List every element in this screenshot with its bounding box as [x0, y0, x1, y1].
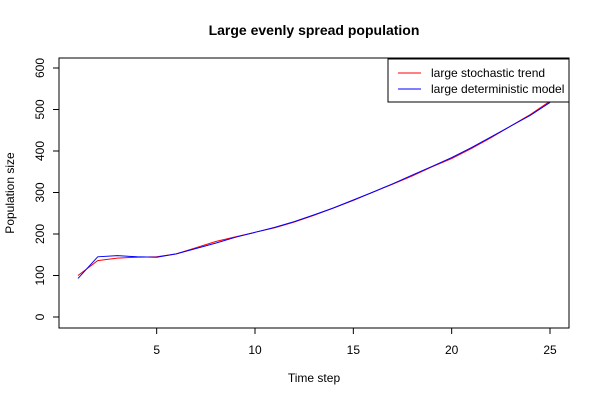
x-axis: 5 10 15 20 25 — [153, 328, 557, 357]
x-axis-title: Time step — [288, 371, 341, 385]
y-axis: 0 100 200 300 400 500 600 — [33, 58, 59, 320]
y-tick-label: 400 — [33, 141, 47, 161]
y-tick-label: 200 — [33, 224, 47, 244]
y-tick-label: 500 — [33, 99, 47, 119]
y-tick-label: 600 — [33, 58, 47, 78]
x-tick-label: 10 — [248, 343, 262, 357]
series-line-stochastic — [77, 100, 551, 276]
x-tick-label: 25 — [543, 343, 557, 357]
y-tick-label: 100 — [33, 265, 47, 285]
legend-label-stochastic: large stochastic trend — [431, 66, 545, 80]
y-axis-title: Population size — [3, 152, 17, 234]
legend-label-deterministic: large deterministic model — [431, 82, 564, 96]
legend: large stochastic trend large determinist… — [387, 58, 570, 103]
series-lines — [77, 100, 551, 279]
x-tick-label: 15 — [347, 343, 361, 357]
legend-box — [387, 58, 570, 103]
y-tick-label: 0 — [33, 313, 47, 320]
x-tick-label: 5 — [153, 343, 160, 357]
y-tick-label: 300 — [33, 182, 47, 202]
chart-title: Large evenly spread population — [209, 22, 420, 38]
series-line-deterministic — [77, 101, 551, 279]
x-tick-label: 20 — [445, 343, 459, 357]
